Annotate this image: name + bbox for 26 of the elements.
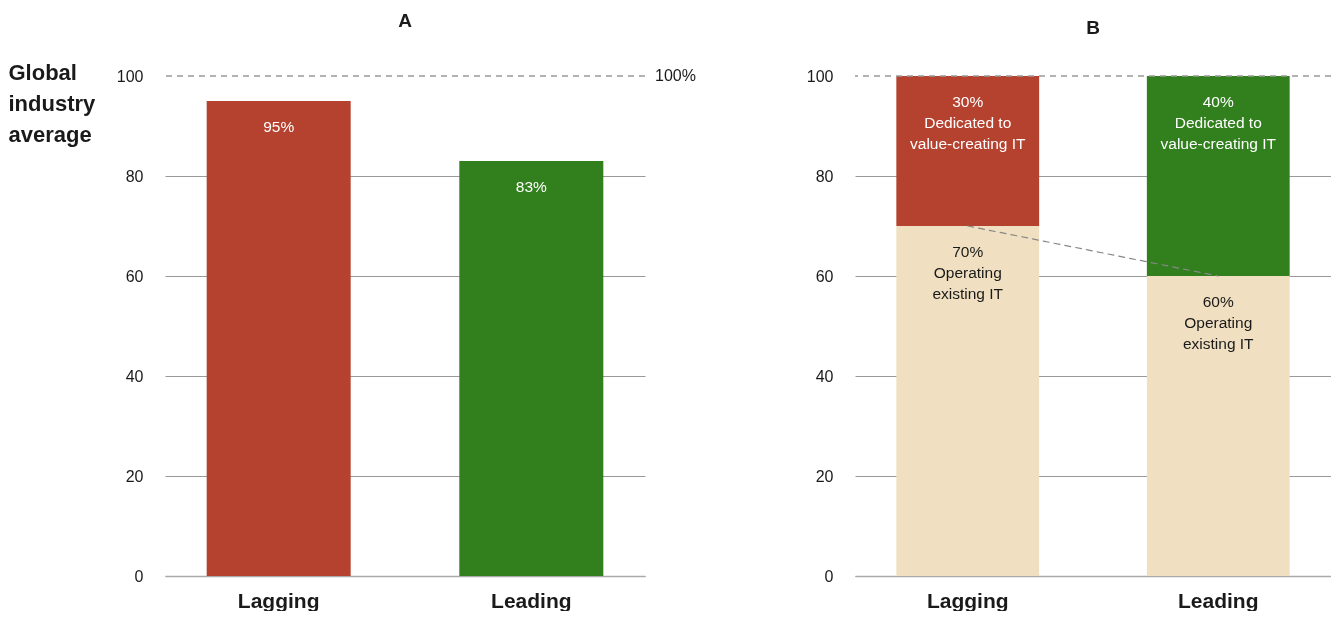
- y-tick-label: 40: [815, 367, 834, 385]
- y-tick-label: 100: [806, 67, 834, 85]
- y-tick-label: 40: [125, 367, 144, 385]
- y-tick-label: 20: [125, 467, 144, 485]
- data-label: 95%: [263, 118, 295, 135]
- y-tick-label: 100: [116, 67, 144, 85]
- bar: [896, 76, 1040, 226]
- chart-title: B: [1086, 17, 1100, 38]
- bar: [1146, 76, 1290, 276]
- y-axis-title: Global industry average: [8, 59, 97, 147]
- y-tick-label: 80: [125, 167, 144, 185]
- bar: [896, 226, 1040, 576]
- ref-line-label: 100%: [655, 67, 696, 84]
- y-tick-label: 0: [824, 567, 834, 585]
- y-tick-label: 20: [815, 467, 834, 485]
- data-label: 40% Dedicated to value-creating IT: [1160, 93, 1277, 152]
- data-label: 60% Operating existing IT: [1182, 293, 1255, 352]
- data-label: 83%: [515, 178, 548, 195]
- y-tick-label: 60: [815, 267, 834, 285]
- chart-title: A: [398, 10, 413, 31]
- data-label: 30% Dedicated to value-creating IT: [910, 93, 1026, 152]
- y-tick-label: 0: [134, 567, 144, 585]
- y-tick-label: 60: [125, 267, 144, 285]
- bar: [1146, 276, 1290, 576]
- y-tick-label: 80: [815, 167, 834, 185]
- data-label: 70% Operating existing IT: [932, 243, 1004, 302]
